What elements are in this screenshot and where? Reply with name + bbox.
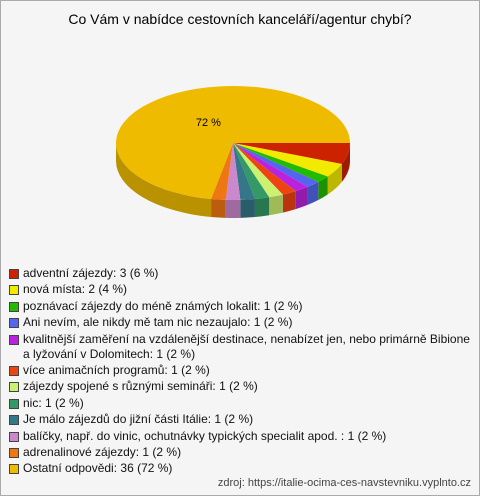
legend-label: Je málo zájezdů do jižní části Itálie: 1… xyxy=(23,412,254,427)
legend-item: balíčky, např. do vinic, ochutnávky typi… xyxy=(9,429,471,444)
pie-slice xyxy=(225,143,241,200)
pie-slice xyxy=(233,143,319,187)
legend-swatch xyxy=(9,285,19,296)
legend-item: více animačních programů: 1 (2 %) xyxy=(9,363,471,378)
pie-side xyxy=(225,199,241,219)
legend-item: adventní zájezdy: 3 (6 %) xyxy=(9,266,471,281)
legend-label: kvalitnější zaměření na vzdálenější dest… xyxy=(23,331,470,361)
legend-swatch xyxy=(9,415,19,426)
legend-swatch xyxy=(9,301,19,312)
data-label: 72 % xyxy=(196,117,221,129)
pie-side xyxy=(282,191,296,213)
legend-label: zájezdy spojené s různými semináři: 1 (2… xyxy=(23,379,258,394)
pie-side xyxy=(211,198,226,218)
pie-slice xyxy=(233,143,255,200)
legend-label: nic: 1 (2 %) xyxy=(23,395,84,410)
pie-slice xyxy=(233,143,342,177)
pie-slice xyxy=(233,143,350,164)
legend-label: poznávací zájezdy do méně známých lokali… xyxy=(23,298,303,313)
chart-title: Co Vám v nabídce cestovních kanceláří/ag… xyxy=(68,11,412,27)
legend-item: Ostatní odpovědi: 36 (72 %) xyxy=(9,461,471,476)
legend-label: adrenalinové zájezdy: 1 (2 %) xyxy=(23,444,182,459)
pie-side xyxy=(240,198,255,218)
source: zdroj: https://italie-ocima-ces-navstevn… xyxy=(217,477,471,489)
pie-side xyxy=(341,143,350,182)
pie-side xyxy=(116,143,212,217)
pie-slice xyxy=(233,143,328,183)
legend-label: nová místa: 2 (4 %) xyxy=(23,282,128,297)
pie-side xyxy=(254,197,270,217)
pie-side xyxy=(318,176,328,201)
legend: adventní zájezdy: 3 (6 %) nová místa: 2 (… xyxy=(9,266,471,478)
pie-side xyxy=(295,186,308,210)
legend-swatch xyxy=(9,365,19,376)
pie-chart: 72 % xyxy=(116,86,350,219)
pie-side xyxy=(307,182,319,205)
pie-slice xyxy=(233,143,270,199)
legend-item: adrenalinové zájezdy: 1 (2 %) xyxy=(9,445,471,460)
pie-side xyxy=(327,163,342,195)
legend-swatch xyxy=(9,382,19,393)
legend-swatch xyxy=(9,447,19,458)
legend-item: Ani nevím, ale nikdy mě tam nic nezaujal… xyxy=(9,315,471,330)
pie-slice xyxy=(211,143,233,200)
pie-slice xyxy=(116,86,350,199)
legend-label: balíčky, např. do vinic, ochutnávky typi… xyxy=(23,428,387,443)
legend-swatch xyxy=(9,464,19,475)
legend-item: poznávací zájezdy do méně známých lokali… xyxy=(9,299,471,314)
pie-slice xyxy=(233,143,308,192)
legend-label: adventní zájezdy: 3 (6 %) xyxy=(23,266,159,280)
legend-label: více animačních programů: 1 (2 %) xyxy=(23,362,210,377)
pie-slice xyxy=(233,143,296,195)
legend-label: Ostatní odpovědi: 36 (72 %) xyxy=(23,461,173,476)
legend-swatch xyxy=(9,318,19,329)
legend-swatch xyxy=(9,334,19,345)
legend-item: Je málo zájezdů do jižní části Itálie: 1… xyxy=(9,412,471,427)
legend-swatch xyxy=(9,269,19,279)
legend-item: kvalitnější zaměření na vzdálenější dest… xyxy=(9,332,471,362)
legend-swatch xyxy=(9,431,19,442)
legend-item: nic: 1 (2 %) xyxy=(9,396,471,411)
pie-slice xyxy=(233,143,283,198)
pie-side xyxy=(269,194,283,216)
legend-label: Ani nevím, ale nikdy mě tam nic nezaujal… xyxy=(23,315,293,330)
legend-item: nová místa: 2 (4 %) xyxy=(9,282,471,297)
legend-swatch xyxy=(9,398,19,409)
legend-item: zájezdy spojené s různými semináři: 1 (2… xyxy=(9,379,471,394)
